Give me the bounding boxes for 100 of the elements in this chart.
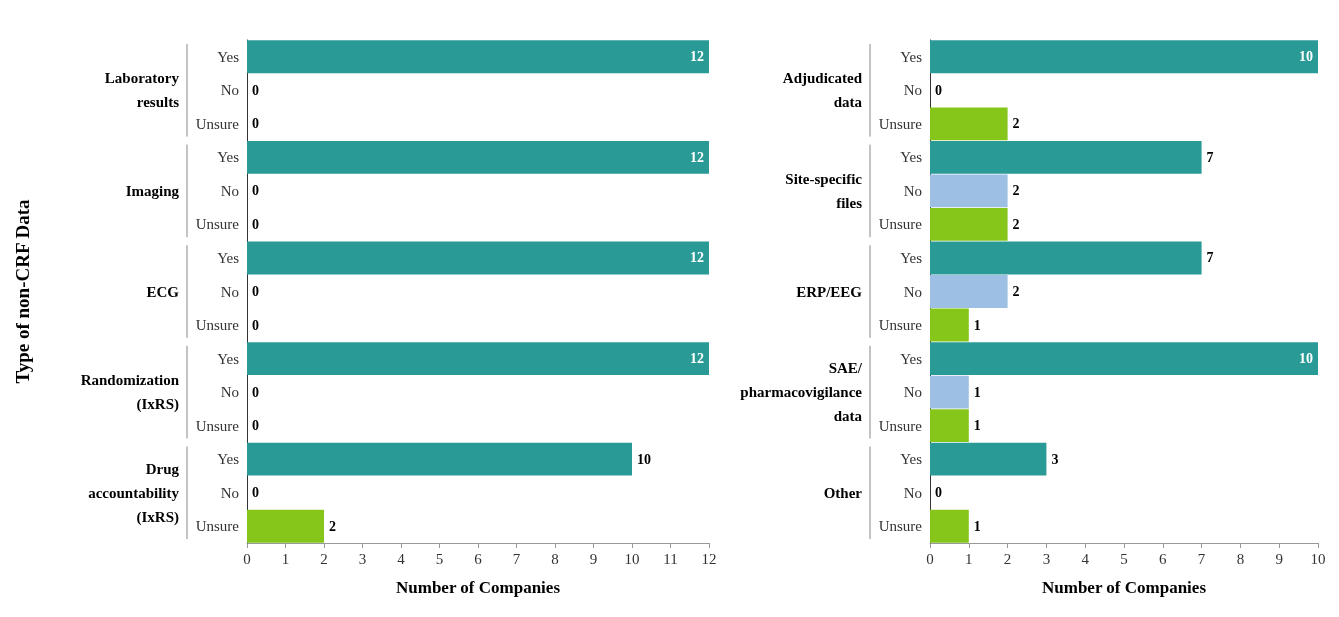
y-tick-label: No bbox=[220, 484, 239, 501]
bar bbox=[247, 442, 632, 476]
y-tick-label: Yes bbox=[217, 48, 240, 65]
data-label: 0 bbox=[252, 216, 259, 232]
data-label: 0 bbox=[252, 317, 259, 333]
x-tick-label: 4 bbox=[1081, 550, 1090, 567]
bar bbox=[247, 509, 324, 543]
text: Adjudicated data bbox=[782, 70, 863, 111]
bar bbox=[930, 509, 969, 543]
y-tick-label: No bbox=[903, 283, 922, 300]
bar bbox=[930, 442, 1047, 476]
y-tick-label: No bbox=[903, 484, 922, 501]
x-tick-label: 7 bbox=[1197, 550, 1206, 567]
data-label: 0 bbox=[935, 82, 942, 98]
text: Randomization (IxRS) bbox=[80, 372, 180, 414]
y-tick-label: Yes bbox=[217, 350, 240, 367]
y-tick-label: Unsure bbox=[878, 417, 923, 434]
y-tick-label: No bbox=[220, 283, 239, 300]
data-label: 10 bbox=[637, 451, 651, 467]
data-label: 0 bbox=[252, 183, 259, 199]
bar bbox=[930, 409, 969, 443]
y-tick-label: No bbox=[220, 82, 239, 99]
y-tick-label: No bbox=[903, 182, 922, 199]
x-tick-label: 6 bbox=[1159, 550, 1168, 567]
data-label: 2 bbox=[1012, 216, 1020, 232]
x-tick-label: 8 bbox=[551, 550, 559, 567]
x-tick-label: 2 bbox=[1003, 550, 1012, 567]
y-tick-label: Unsure bbox=[878, 518, 923, 535]
x-tick-label: 5 bbox=[1120, 550, 1128, 567]
data-label: 12 bbox=[690, 49, 704, 65]
x-tick-label: 11 bbox=[663, 550, 678, 567]
bar bbox=[247, 241, 709, 275]
bar bbox=[930, 40, 1318, 74]
data-label: 10 bbox=[1299, 49, 1313, 65]
text: ECG bbox=[146, 283, 180, 300]
y-tick-label: Yes bbox=[217, 451, 240, 468]
y-axis-title: Type of non-CRF Data bbox=[12, 198, 33, 384]
x-tick-label: 3 bbox=[1042, 550, 1051, 567]
text: ERP/EEG bbox=[796, 283, 863, 300]
x-tick-label: 4 bbox=[397, 550, 406, 567]
data-label: 2 bbox=[1012, 116, 1020, 132]
data-label: 1 bbox=[973, 384, 981, 400]
x-tick-label: 9 bbox=[589, 550, 598, 567]
data-label: 12 bbox=[690, 149, 704, 165]
x-tick-label: 6 bbox=[474, 550, 483, 567]
data-label: 12 bbox=[690, 351, 704, 367]
x-tick-label: 8 bbox=[1236, 550, 1245, 567]
bar bbox=[247, 40, 709, 74]
data-label: 7 bbox=[1206, 149, 1214, 165]
y-tick-label: Yes bbox=[900, 350, 923, 367]
data-label: 1 bbox=[973, 518, 981, 534]
y-tick-label: Yes bbox=[217, 149, 240, 166]
bar bbox=[930, 275, 1008, 308]
text: Drug accountability (IxRS) bbox=[88, 460, 180, 526]
y-tick-label: Unsure bbox=[195, 317, 240, 334]
bar bbox=[247, 140, 709, 174]
text: Site-specific files bbox=[785, 170, 863, 211]
y-tick-label: No bbox=[903, 82, 922, 99]
data-label: 2 bbox=[1012, 183, 1020, 199]
x-tick-label: 2 bbox=[320, 550, 328, 567]
text: SAE/ pharmacovigilance data bbox=[740, 360, 863, 425]
data-label: 1 bbox=[973, 317, 981, 333]
text: Other bbox=[823, 484, 863, 501]
text: Laboratory results bbox=[104, 70, 180, 111]
data-label: 2 bbox=[1012, 284, 1020, 299]
y-tick-label: No bbox=[903, 384, 922, 401]
data-label: 10 bbox=[1299, 351, 1313, 367]
y-tick-label: Yes bbox=[900, 249, 923, 266]
x-tick-label: 10 bbox=[624, 550, 640, 567]
data-label: 0 bbox=[252, 384, 259, 400]
x-axis-title: Number of Companies bbox=[395, 578, 561, 597]
x-tick-label: 9 bbox=[1275, 550, 1283, 567]
data-label: 7 bbox=[1206, 250, 1214, 266]
y-tick-label: Unsure bbox=[878, 317, 923, 334]
bar bbox=[930, 342, 1318, 375]
x-tick-label: 0 bbox=[926, 550, 934, 567]
y-tick-label: Unsure bbox=[195, 518, 240, 535]
data-label: 1 bbox=[973, 418, 981, 434]
x-axis-title: Number of Companies bbox=[1041, 578, 1207, 597]
data-label: 0 bbox=[252, 116, 259, 132]
x-tick-label: 1 bbox=[281, 550, 290, 567]
y-tick-label: Unsure bbox=[195, 115, 240, 132]
bar bbox=[930, 174, 1008, 208]
y-tick-label: No bbox=[220, 384, 239, 401]
x-tick-label: 1 bbox=[965, 550, 973, 567]
bar bbox=[930, 375, 969, 409]
text: Imaging bbox=[125, 182, 180, 199]
y-tick-label: Yes bbox=[900, 149, 923, 166]
y-tick-label: Unsure bbox=[878, 216, 923, 233]
data-label: 0 bbox=[935, 485, 942, 501]
x-tick-label: 3 bbox=[358, 550, 367, 567]
data-label: 2 bbox=[329, 518, 336, 534]
y-tick-label: Yes bbox=[217, 249, 240, 266]
y-tick-label: Unsure bbox=[195, 417, 240, 434]
bar bbox=[247, 342, 709, 375]
y-tick-label: Yes bbox=[900, 451, 923, 468]
bar bbox=[930, 140, 1202, 174]
data-label: 0 bbox=[252, 82, 259, 98]
x-tick-label: 5 bbox=[435, 550, 444, 567]
x-tick-label: 12 bbox=[701, 550, 717, 567]
